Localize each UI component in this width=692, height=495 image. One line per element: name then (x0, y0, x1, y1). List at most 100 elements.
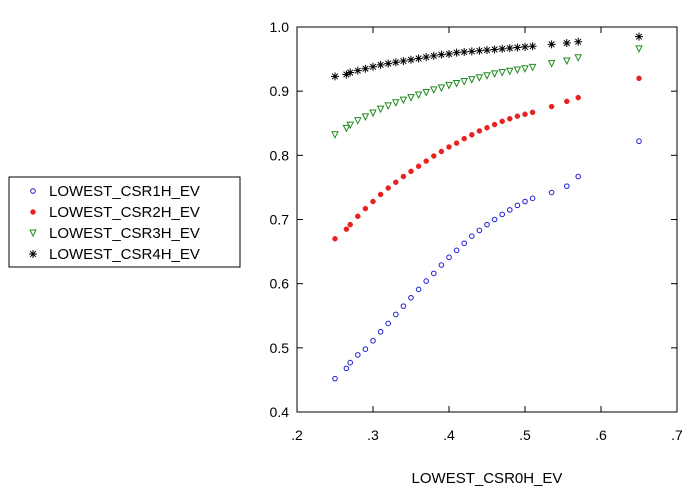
data-point (423, 158, 429, 164)
y-tick-label: 1.0 (270, 19, 290, 35)
data-point (484, 221, 490, 228)
y-tick-label: 0.4 (270, 404, 290, 420)
y-axis: 0.4 0.5 0.6 0.7 0.8 0.9 1.0 (270, 19, 677, 420)
data-point (343, 226, 350, 232)
data-point (452, 48, 461, 57)
data-point (414, 91, 423, 100)
data-point (475, 74, 484, 82)
legend-marker (30, 209, 36, 215)
data-point (460, 78, 469, 86)
legend-label: LOWEST_CSR2H_EV (49, 204, 200, 221)
y-tick-label: 0.8 (270, 147, 290, 163)
data-point (467, 76, 476, 84)
data-point (498, 69, 507, 77)
data-point (415, 286, 422, 293)
data-point (355, 352, 361, 358)
data-point (376, 105, 385, 114)
data-point (407, 55, 415, 64)
data-point (332, 236, 338, 242)
data-point (461, 240, 468, 247)
legend-label: LOWEST_CSR3H_EV (49, 225, 200, 242)
data-point (529, 195, 536, 202)
data-point (574, 37, 583, 46)
data-point (635, 45, 643, 53)
data-point (423, 278, 430, 284)
data-point (385, 320, 392, 327)
data-point (491, 121, 498, 128)
data-point (475, 46, 484, 55)
data-point (408, 294, 414, 301)
data-point (353, 117, 362, 125)
series-lowest_csr3h_ev (331, 45, 643, 139)
data-point (362, 346, 369, 352)
data-point (453, 247, 460, 254)
data-point (331, 131, 339, 139)
data-point (362, 205, 369, 212)
data-point (469, 233, 475, 239)
data-point (460, 48, 469, 57)
data-point (415, 163, 422, 169)
x-tick-label: .6 (595, 427, 607, 443)
data-point (575, 173, 582, 180)
data-point (636, 138, 642, 145)
data-point (376, 60, 385, 69)
data-point (399, 57, 408, 66)
data-point (564, 98, 570, 105)
data-point (548, 103, 555, 110)
x-tick-label: .3 (367, 427, 379, 443)
data-point (505, 44, 514, 53)
data-point (491, 216, 498, 223)
data-point (400, 173, 407, 180)
data-point (438, 148, 445, 155)
series-lowest_csr4h_ev (331, 32, 643, 81)
data-point (422, 53, 431, 62)
data-point (490, 45, 499, 54)
y-tick-label: 0.5 (270, 340, 290, 356)
data-point (332, 375, 338, 382)
legend-marker (29, 229, 37, 238)
data-point (484, 124, 490, 131)
data-point (529, 109, 536, 116)
data-point (445, 49, 453, 58)
data-point (445, 81, 453, 90)
data-point (437, 50, 446, 59)
data-point (399, 96, 408, 105)
data-point (331, 72, 339, 81)
data-point (547, 60, 556, 68)
legend: LOWEST_CSR1H_EV LOWEST_CSR2H_EV LOWEST_CSR… (8, 176, 241, 268)
legend-marker (29, 250, 37, 258)
data-point (391, 58, 400, 67)
y-tick-label: 0.9 (270, 83, 290, 99)
series-lowest_csr1h_ev (332, 138, 642, 382)
data-point (346, 68, 355, 77)
data-point (521, 42, 529, 51)
x-tick-label: .2 (291, 427, 303, 443)
data-point (377, 191, 384, 198)
data-point (498, 44, 507, 53)
x-tick-label: .7 (671, 427, 683, 443)
data-point (431, 270, 437, 277)
x-tick-label: .4 (443, 427, 455, 443)
data-point (521, 65, 529, 73)
data-point (507, 116, 513, 122)
y-tick-label: 0.6 (270, 276, 290, 292)
data-point (490, 70, 499, 78)
data-point (452, 79, 461, 88)
data-point (393, 311, 399, 318)
data-point (522, 111, 528, 118)
data-point (528, 63, 537, 72)
data-point (562, 39, 571, 48)
data-point (564, 183, 570, 189)
data-point (361, 113, 370, 121)
data-point (391, 99, 400, 107)
data-point (446, 254, 452, 261)
data-point (461, 135, 467, 142)
data-point (377, 328, 384, 335)
legend-box (8, 176, 241, 268)
data-point (342, 70, 351, 79)
data-point (514, 202, 521, 209)
data-point (384, 102, 393, 111)
data-point (453, 140, 460, 146)
data-point (393, 179, 399, 186)
data-point (384, 59, 393, 68)
